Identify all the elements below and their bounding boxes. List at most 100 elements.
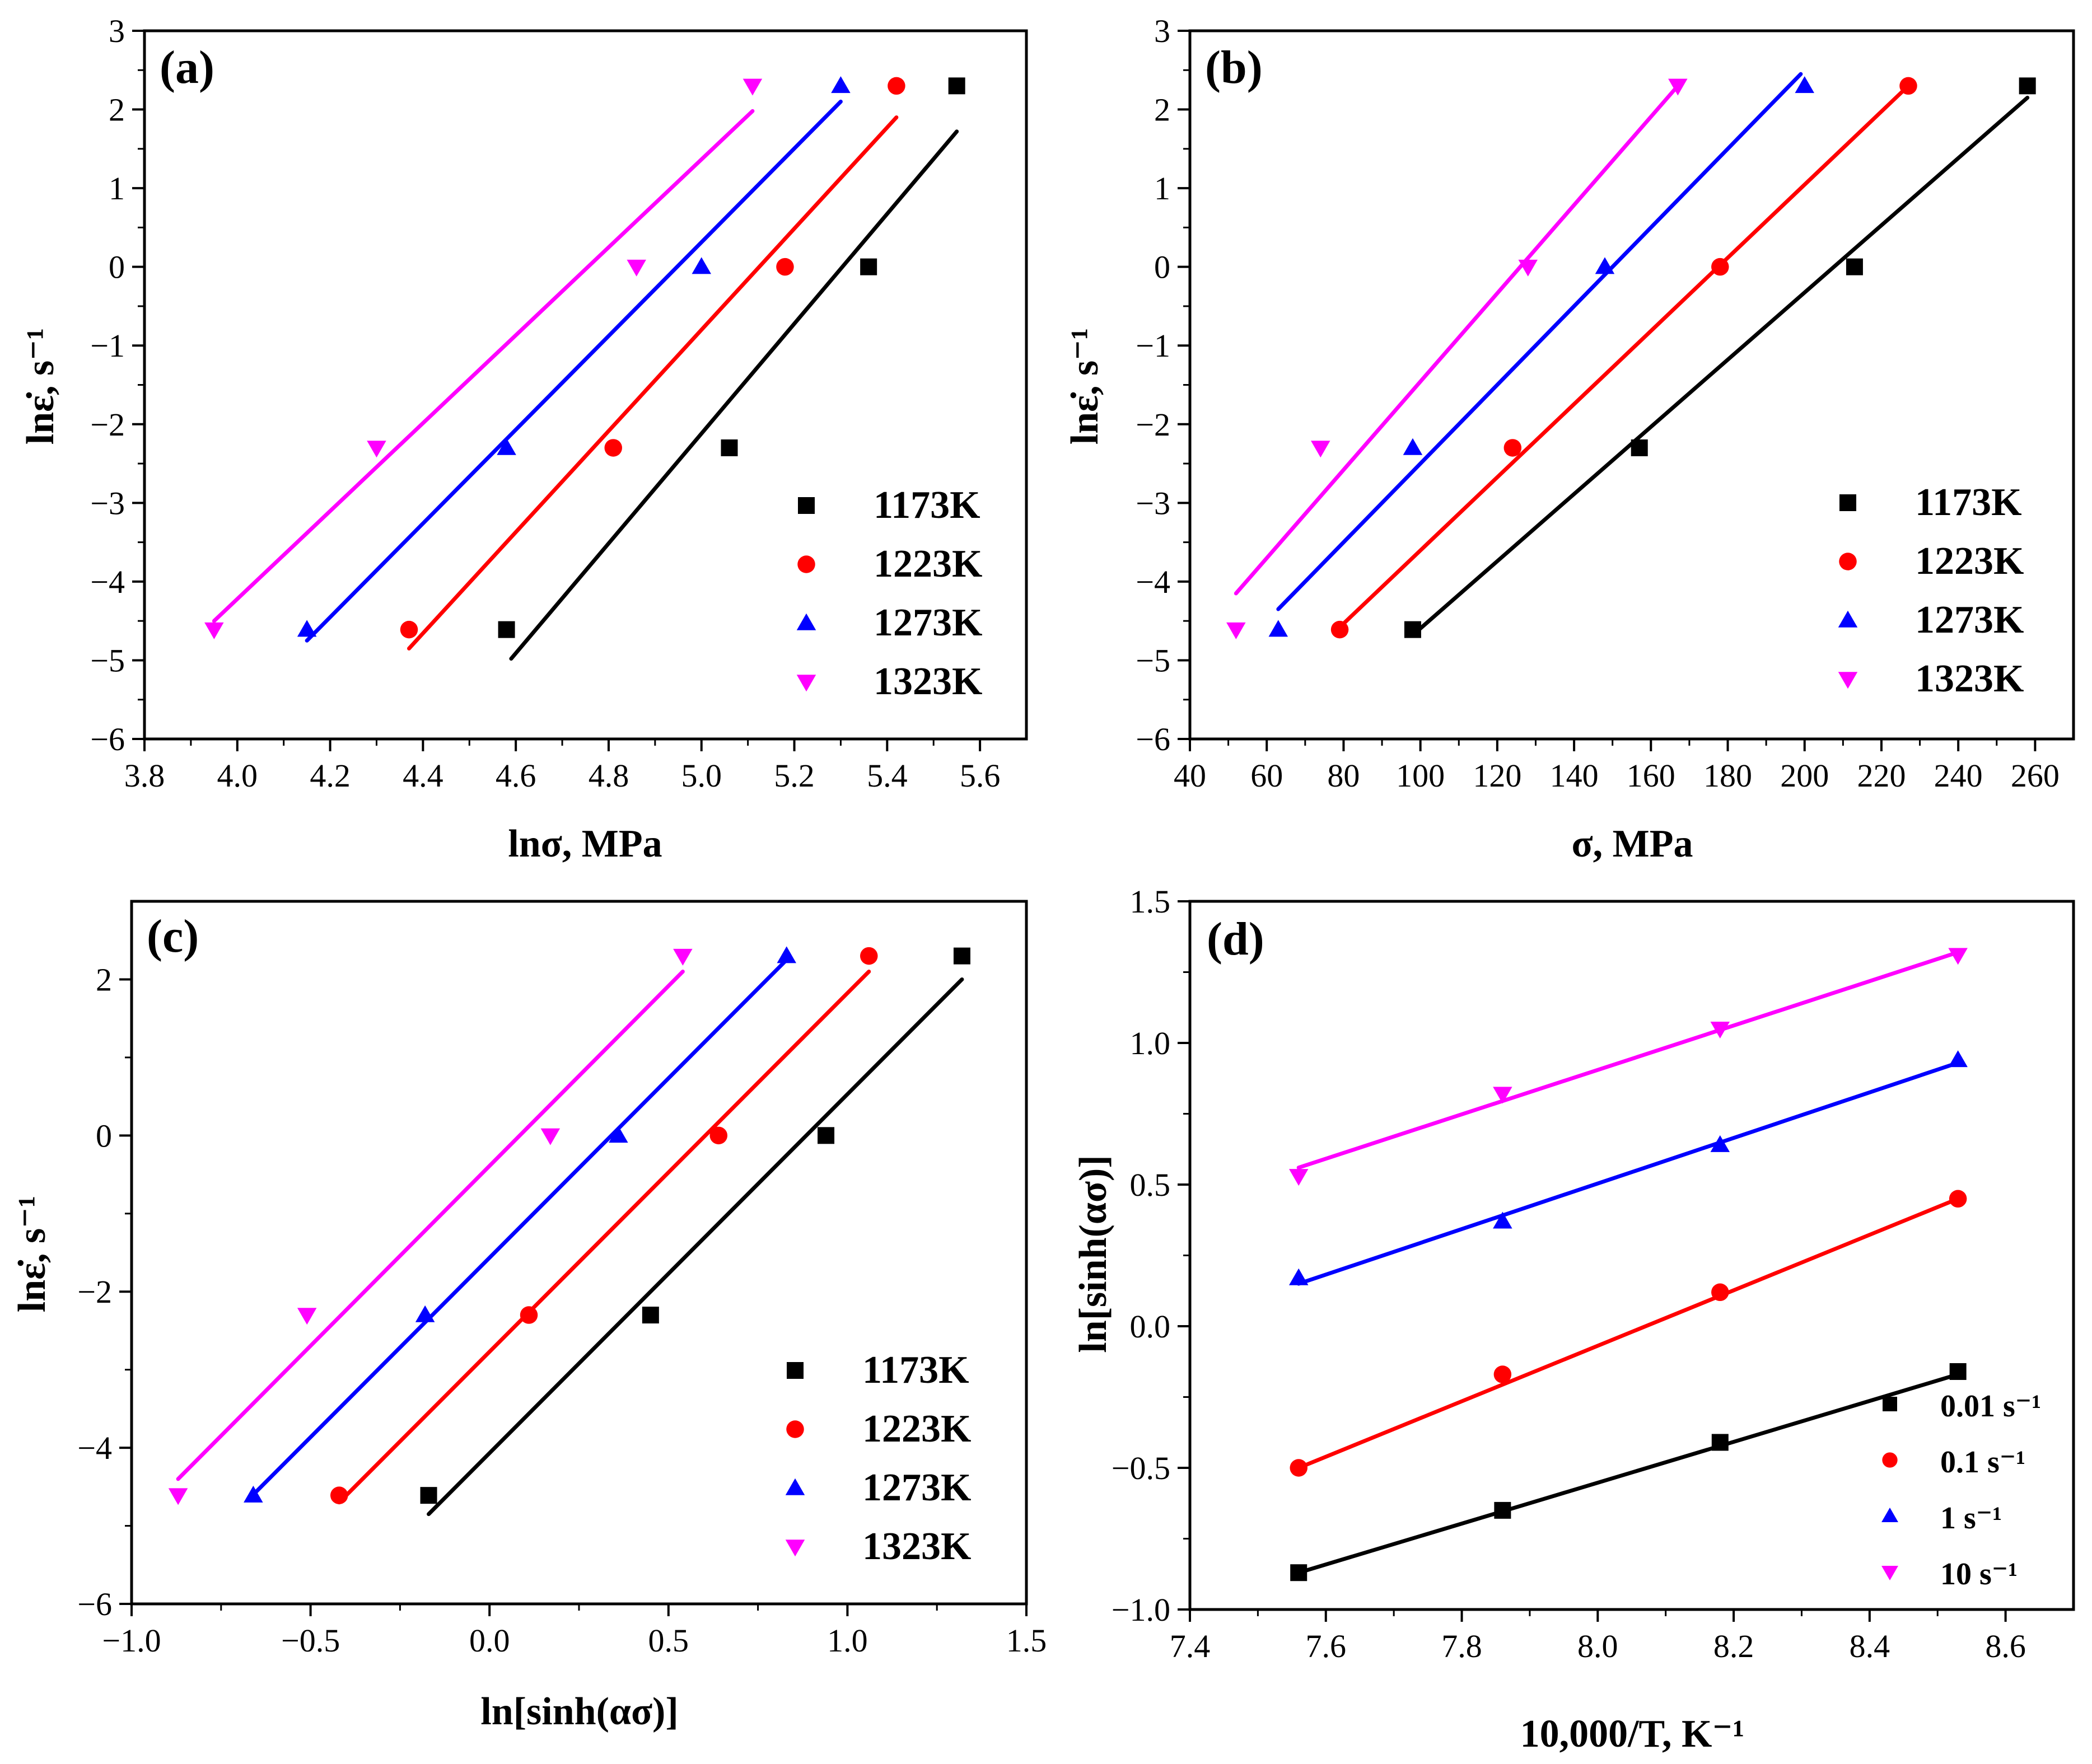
data-point — [1948, 1050, 1968, 1068]
y-axis-label: lnε̇, s⁻¹ — [11, 1196, 54, 1312]
legend-label: 1273K — [874, 601, 982, 644]
legend-label: 1 s⁻¹ — [1940, 1501, 2002, 1536]
x-tick-label: 0.5 — [648, 1622, 689, 1659]
data-point — [1404, 621, 1421, 638]
legend-symbol — [1839, 553, 1857, 570]
panel-label: (c) — [147, 910, 199, 962]
y-tick-label: −4 — [90, 564, 125, 600]
y-tick-label: −3 — [1136, 485, 1170, 521]
data-point — [1226, 622, 1246, 639]
x-tick-label: −1.0 — [102, 1622, 161, 1659]
y-tick-label: −2 — [77, 1274, 112, 1310]
x-tick-label: 140 — [1550, 757, 1599, 794]
series-4 — [1288, 948, 1968, 1186]
x-axis-label: lnσ, MPa — [508, 822, 662, 865]
legend-label: 1323K — [874, 660, 982, 703]
y-tick-label: −5 — [1136, 642, 1170, 679]
series-1 — [420, 947, 970, 1517]
data-point — [627, 259, 646, 277]
data-point — [297, 620, 317, 637]
x-tick-label: 0.0 — [469, 1622, 510, 1659]
y-tick-label: −1.0 — [1112, 1592, 1170, 1628]
fit-line — [1276, 72, 1803, 611]
x-tick-label: 4.0 — [217, 757, 258, 794]
fit-line — [407, 115, 899, 651]
series-4 — [1226, 78, 1688, 639]
data-point — [1949, 1190, 1967, 1208]
x-tick-label: 200 — [1780, 757, 1829, 794]
legend-symbol — [1881, 1565, 1898, 1580]
x-axis-label: σ, MPa — [1572, 822, 1693, 865]
fit-line — [509, 129, 959, 661]
data-point — [1493, 1087, 1512, 1104]
fit-line — [212, 109, 755, 623]
legend-label: 1323K — [1915, 657, 2024, 700]
fit-line — [1296, 1060, 1960, 1286]
legend-label: 1173K — [1915, 481, 2022, 524]
y-tick-label: −6 — [90, 721, 125, 757]
panel-label: (a) — [160, 41, 214, 93]
series-1 — [1404, 77, 2036, 638]
legend-symbol — [786, 1420, 804, 1438]
data-point — [888, 77, 905, 95]
data-point — [1288, 1268, 1309, 1285]
data-point — [831, 76, 851, 93]
data-point — [604, 439, 622, 457]
data-point — [1311, 441, 1330, 458]
x-tick-label: −0.5 — [281, 1622, 340, 1659]
y-tick-label: 0.5 — [1130, 1167, 1171, 1203]
fit-line — [1296, 1196, 1960, 1470]
series-4 — [204, 78, 763, 639]
data-point — [2019, 77, 2036, 95]
data-point — [204, 622, 224, 639]
data-point — [1711, 1434, 1729, 1451]
data-point — [540, 1128, 561, 1145]
y-tick-label: 3 — [1154, 13, 1170, 49]
x-tick-label: 8.2 — [1713, 1628, 1754, 1664]
data-point — [709, 1126, 728, 1145]
y-tick-label: −0.5 — [1112, 1450, 1170, 1486]
data-point — [818, 1127, 835, 1144]
data-point — [415, 1305, 435, 1322]
fit-line — [1338, 83, 1911, 629]
y-tick-label: 1.5 — [1130, 883, 1171, 920]
data-point — [1268, 620, 1288, 637]
series-3 — [1288, 1050, 1968, 1286]
data-point — [520, 1306, 538, 1324]
x-tick-label: 4.4 — [403, 757, 443, 794]
y-tick-label: 2 — [1154, 92, 1170, 128]
x-tick-label: 60 — [1250, 757, 1283, 794]
x-tick-label: 240 — [1934, 757, 1983, 794]
data-point — [244, 1485, 263, 1503]
data-point — [1711, 1283, 1729, 1302]
y-tick-label: 1.0 — [1130, 1025, 1171, 1061]
x-tick-label: 1.5 — [1006, 1622, 1047, 1659]
legend-symbol — [785, 1540, 805, 1557]
legend-label: 0.1 s⁻¹ — [1940, 1445, 2025, 1480]
data-point — [721, 439, 738, 456]
data-point — [1290, 1459, 1308, 1477]
x-tick-label: 5.6 — [960, 757, 1001, 794]
legend-label: 10 s⁻¹ — [1940, 1557, 2018, 1592]
data-point — [1710, 1135, 1730, 1152]
data-point — [1494, 1501, 1511, 1519]
fit-line — [176, 970, 685, 1481]
panel-label: (d) — [1207, 913, 1264, 965]
data-point — [1899, 77, 1917, 95]
x-axis-label: ln[sinh(ασ)] — [480, 1690, 678, 1733]
legend-symbol — [1883, 1397, 1897, 1411]
data-point — [692, 257, 711, 274]
legend-symbol — [1839, 494, 1856, 511]
fit-line — [1411, 95, 2030, 637]
x-tick-label: 120 — [1473, 757, 1521, 794]
x-tick-label: 160 — [1627, 757, 1675, 794]
x-tick-label: 220 — [1857, 757, 1906, 794]
legend-symbol — [1838, 610, 1858, 628]
data-point — [776, 258, 794, 276]
data-point — [1503, 439, 1522, 457]
fit-line — [427, 977, 964, 1517]
legend-label: 0.01 s⁻¹ — [1940, 1389, 2041, 1424]
fit-line — [337, 970, 871, 1505]
legend-symbol — [787, 1362, 804, 1379]
data-point — [743, 78, 763, 96]
